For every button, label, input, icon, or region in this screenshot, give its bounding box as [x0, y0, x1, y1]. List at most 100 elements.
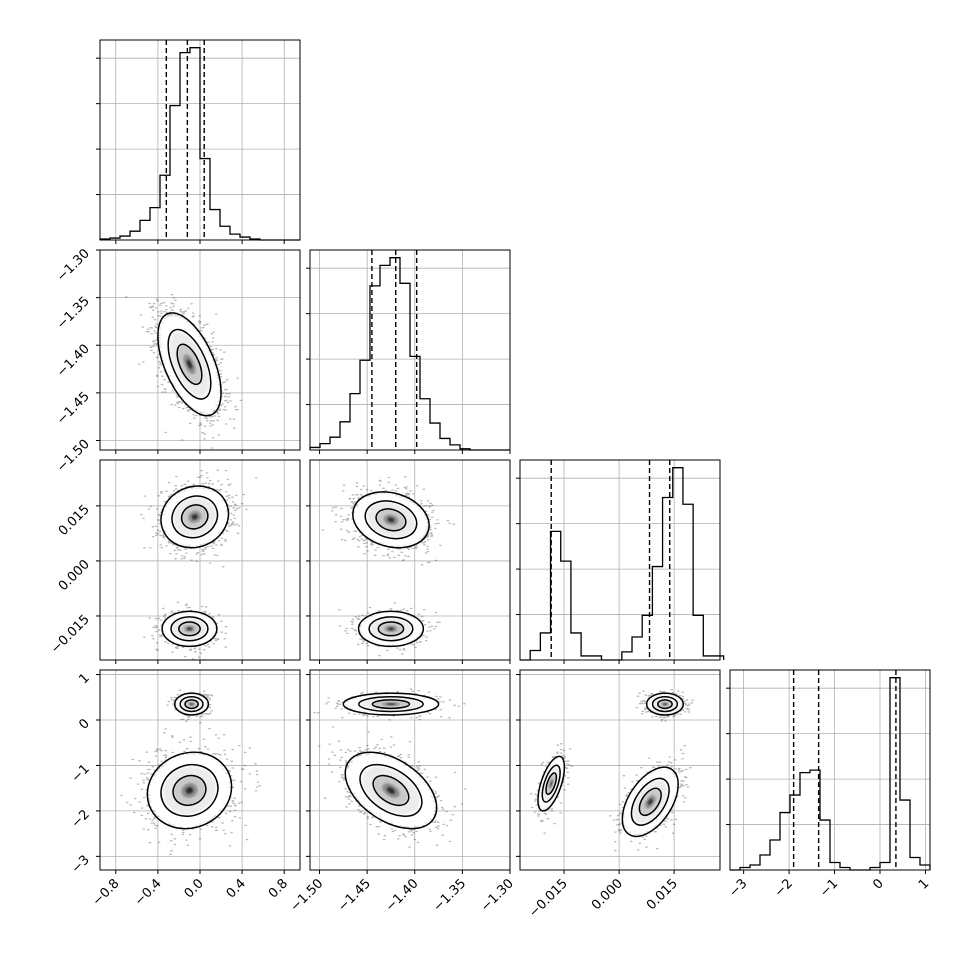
density-mode-0: [160, 485, 230, 549]
contour-line: [545, 772, 558, 796]
y-tick-label: −1: [69, 762, 93, 786]
contour-line: [377, 621, 405, 637]
x-tick-label: 0.8: [266, 876, 291, 901]
y-tick-label: −1.50: [54, 437, 93, 476]
contour-line: [657, 699, 673, 710]
y-tick-label: 0: [76, 716, 92, 732]
joint-frame-3-1: [309, 669, 511, 871]
contour-line: [179, 695, 204, 713]
contour-line: [537, 755, 566, 812]
contour-line: [645, 692, 685, 716]
contour-line: [176, 343, 203, 386]
contour-line: [171, 495, 219, 539]
contour-line: [146, 751, 233, 830]
density-level: [387, 517, 395, 523]
x-tick-label: −0.015: [526, 876, 571, 921]
contour-line: [358, 695, 424, 713]
density-mode-0: [342, 692, 440, 716]
x-tick-label: 0: [870, 876, 886, 892]
density-level: [386, 703, 396, 706]
contour-line: [359, 763, 423, 817]
contour-line: [161, 610, 218, 648]
contour-line: [375, 508, 407, 532]
density-level: [550, 781, 553, 787]
contour-line: [357, 610, 425, 648]
x-tick-label: −2: [772, 876, 796, 900]
density-mode-1: [146, 751, 233, 830]
x-tick-label: −1.30: [478, 876, 517, 915]
y-tick-label: −1.45: [54, 389, 93, 428]
contour-line: [172, 774, 207, 807]
contour-line: [621, 766, 679, 838]
contour-line: [184, 699, 199, 710]
histogram-panel-3: [729, 669, 931, 871]
contour-line: [170, 616, 209, 642]
x-tick-label: −1.35: [430, 876, 469, 915]
contour-line: [167, 328, 212, 400]
contour-line: [173, 692, 210, 716]
x-tick-label: 0.000: [589, 876, 626, 913]
histogram-panel-1: [309, 249, 511, 451]
density-level: [185, 787, 194, 794]
density-mode-1: [357, 610, 425, 648]
contour-line: [157, 312, 222, 417]
contour-line: [344, 751, 438, 830]
contour-line: [342, 692, 440, 716]
x-tick-label: 0.4: [224, 876, 249, 901]
contour-line: [372, 774, 410, 807]
histogram-step-1: [309, 257, 510, 451]
density-level: [191, 514, 198, 520]
x-tick-label: 0.0: [182, 876, 207, 901]
contour-line: [541, 764, 561, 803]
y-tick-label: −2: [69, 807, 93, 831]
joint-panel-1-0: [125, 294, 243, 449]
histogram-step-0: [99, 47, 300, 241]
contour-line: [178, 621, 201, 637]
contour-line: [651, 695, 679, 713]
contour-line: [368, 616, 414, 642]
contour-line: [160, 763, 219, 817]
contour-line: [180, 504, 209, 530]
x-tick-label: −0.8: [90, 876, 123, 909]
histogram-step-2: [520, 467, 725, 661]
density-mode-0: [352, 491, 430, 549]
histogram-panel-2: [519, 459, 721, 661]
y-tick-label: −3: [69, 853, 93, 877]
y-tick-label: 0.015: [56, 502, 93, 539]
y-tick-label: 1: [76, 671, 92, 687]
density-mode-2: [621, 766, 679, 838]
contour-line: [352, 491, 430, 549]
joint-panel-3-2: [529, 689, 694, 852]
joint-panel-2-0: [140, 469, 258, 660]
joint-panel-3-1: [313, 688, 467, 848]
density-mode-1: [161, 610, 218, 648]
density-mode-0: [645, 692, 685, 716]
density-level: [663, 703, 667, 706]
x-tick-label: −1.40: [383, 876, 422, 915]
x-tick-label: −0.4: [132, 876, 165, 909]
contour-line: [630, 777, 670, 826]
y-tick-label: −1.30: [54, 246, 93, 285]
density-level: [187, 627, 192, 631]
contour-line: [638, 787, 662, 817]
x-tick-label: −1: [817, 876, 841, 900]
x-tick-label: 0.015: [644, 876, 681, 913]
contour-line: [364, 500, 418, 540]
y-tick-label: −0.015: [48, 612, 93, 657]
joint-frame-2-1: [309, 459, 511, 661]
density-mode-0: [157, 312, 222, 417]
density-level: [186, 359, 193, 369]
density-mode-1: [537, 755, 566, 812]
histogram-step-3: [730, 677, 931, 871]
panels-layer: −0.8 −0.4 0.0 0.4 0.8−1.50 −1.45 −1.40 −1.35 −1.…: [48, 39, 932, 921]
joint-panel-3-0: [120, 689, 261, 856]
y-tick-label: −1.35: [54, 294, 93, 333]
x-tick-label: −1.45: [335, 876, 374, 915]
joint-panel-2-1: [321, 476, 456, 660]
density-level: [386, 787, 396, 794]
x-tick-label: −3: [726, 876, 750, 900]
x-tick-label: 1: [916, 876, 932, 892]
contour-line: [371, 699, 411, 710]
density-mode-0: [173, 692, 210, 716]
